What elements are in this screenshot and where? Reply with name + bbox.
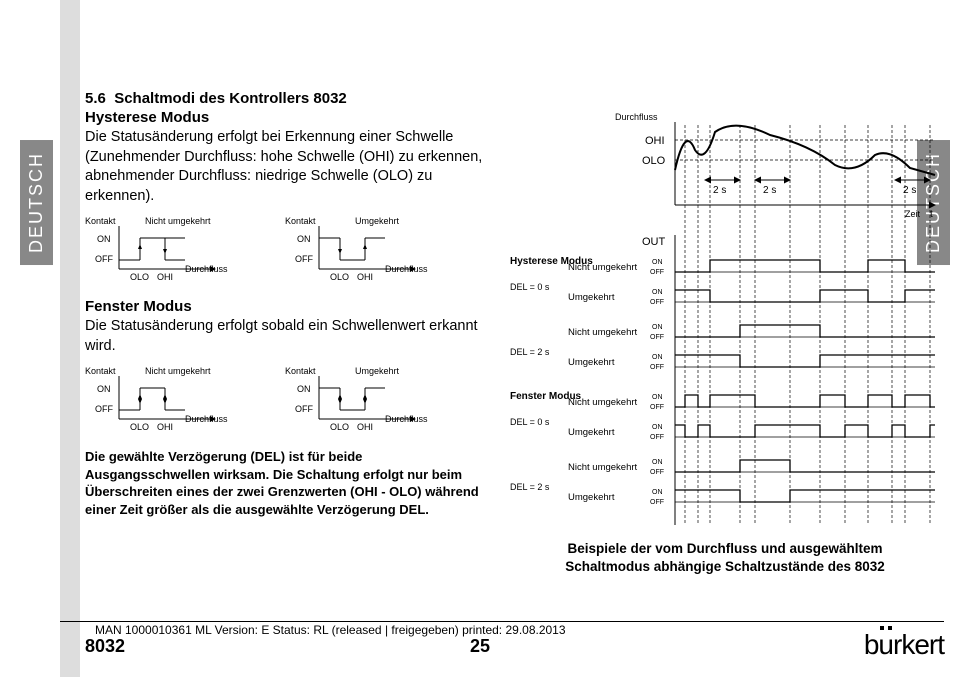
svg-text:Kontakt: Kontakt	[85, 366, 116, 376]
delay-note: Die gewählte Verzögerung (DEL) ist für b…	[85, 448, 485, 518]
label-kontakt: Kontakt	[85, 216, 116, 226]
svg-text:ON: ON	[97, 384, 111, 394]
fenster-text: Die Statusänderung erfolgt sobald ein Sc…	[85, 317, 485, 356]
svg-text:OLO: OLO	[130, 422, 149, 432]
svg-text:Umgekehrt: Umgekehrt	[568, 292, 615, 303]
svg-text:OHI: OHI	[157, 422, 173, 432]
svg-text:OFF: OFF	[650, 334, 664, 341]
svg-text:Umgekehrt: Umgekehrt	[355, 366, 400, 376]
margin-strip	[60, 0, 80, 677]
svg-text:ON: ON	[652, 394, 663, 401]
hysterese-text: Die Statusänderung erfolgt bei Erkennung…	[85, 128, 485, 206]
svg-text:Nicht umgekehrt: Nicht umgekehrt	[568, 462, 638, 473]
svg-text:Durchfluss: Durchfluss	[185, 264, 228, 274]
svg-text:Umgekehrt: Umgekehrt	[568, 427, 615, 438]
brand-logo: burkert	[864, 629, 944, 661]
mini-diagram-hyst-2: Kontakt Umgekehrt ON OFF OLO OHI Durchfl…	[285, 214, 445, 284]
svg-text:OFF: OFF	[650, 434, 664, 441]
svg-text:Nicht umgekehrt: Nicht umgekehrt	[568, 262, 638, 273]
svg-text:ON: ON	[97, 234, 111, 244]
svg-text:OFF: OFF	[295, 404, 313, 414]
svg-text:ON: ON	[652, 459, 663, 466]
svg-text:DEL = 0 s: DEL = 0 s	[510, 417, 550, 427]
svg-text:Kontakt: Kontakt	[285, 216, 316, 226]
svg-text:OFF: OFF	[650, 469, 664, 476]
svg-text:OFF: OFF	[650, 404, 664, 411]
label-durchfluss-axis: Durchfluss	[615, 112, 658, 122]
svg-text:Zeit: Zeit	[905, 209, 921, 219]
footer-model: 8032	[85, 636, 125, 657]
svg-text:OLO: OLO	[130, 272, 149, 282]
svg-text:Nicht umgekehrt: Nicht umgekehrt	[568, 327, 638, 338]
figure-caption: Beispiele der vom Durchfluss und ausgewä…	[540, 540, 910, 575]
svg-text:Durchfluss: Durchfluss	[185, 414, 228, 424]
section-number: 5.6	[85, 90, 106, 107]
svg-text:OUT: OUT	[642, 236, 666, 248]
svg-text:OFF: OFF	[295, 254, 313, 264]
svg-text:OFF: OFF	[650, 499, 664, 506]
svg-text:Umgekehrt: Umgekehrt	[568, 357, 615, 368]
footer-page: 25	[470, 636, 490, 657]
svg-text:OFF: OFF	[95, 404, 113, 414]
footer-meta: MAN 1000010361 ML Version: E Status: RL …	[95, 623, 566, 637]
svg-text:ON: ON	[652, 354, 663, 361]
fenster-mini-diagrams: Kontakt Nicht umgekehrt ON OFF OLO OHI D…	[85, 364, 485, 434]
timing-figure: Durchfluss OHI OLO 2 s 2 s 2 s Zeit t	[510, 110, 940, 535]
svg-text:OHI: OHI	[357, 422, 373, 432]
svg-text:ON: ON	[652, 289, 663, 296]
svg-text:Durchfluss: Durchfluss	[385, 414, 428, 424]
label-nicht-umgekehrt: Nicht umgekehrt	[145, 216, 211, 226]
svg-text:OFF: OFF	[650, 269, 664, 276]
svg-text:OLO: OLO	[330, 422, 349, 432]
footer-divider	[60, 621, 944, 622]
hysterese-mini-diagrams: Kontakt Nicht umgekehrt ON OFF OLO OHI D…	[85, 214, 485, 284]
svg-text:OLO: OLO	[330, 272, 349, 282]
svg-text:ON: ON	[652, 324, 663, 331]
svg-text:ON: ON	[652, 259, 663, 266]
mini-diagram-fenster-2: Kontakt Umgekehrt ON OFF OLO OHI Durchfl…	[285, 364, 445, 434]
main-text-column: 5.6 Schaltmodi des Kontrollers 8032 Hyst…	[85, 90, 485, 519]
svg-text:Umgekehrt: Umgekehrt	[355, 216, 400, 226]
fenster-heading: Fenster Modus	[85, 298, 485, 315]
svg-text:OHI: OHI	[157, 272, 173, 282]
svg-text:DEL = 2 s: DEL = 2 s	[510, 347, 550, 357]
mini-diagram-fenster-1: Kontakt Nicht umgekehrt ON OFF OLO OHI D…	[85, 364, 245, 434]
svg-text:Kontakt: Kontakt	[285, 366, 316, 376]
section-heading: 5.6 Schaltmodi des Kontrollers 8032	[85, 90, 485, 107]
svg-text:ON: ON	[652, 489, 663, 496]
svg-text:Nicht umgekehrt: Nicht umgekehrt	[145, 366, 211, 376]
hysterese-heading: Hysterese Modus	[85, 109, 485, 126]
svg-text:OHI: OHI	[645, 135, 665, 147]
side-tab-left: DEUTSCH	[20, 140, 53, 265]
svg-text:ON: ON	[297, 234, 311, 244]
svg-text:t: t	[930, 209, 933, 220]
svg-text:ON: ON	[297, 384, 311, 394]
svg-text:ON: ON	[652, 424, 663, 431]
svg-text:DEL = 2 s: DEL = 2 s	[510, 482, 550, 492]
svg-text:OFF: OFF	[650, 299, 664, 306]
svg-text:Nicht umgekehrt: Nicht umgekehrt	[568, 397, 638, 408]
svg-text:2 s: 2 s	[713, 185, 726, 196]
mini-diagram-hyst-1: Kontakt Nicht umgekehrt ON OFF OLO OHI D…	[85, 214, 245, 284]
svg-text:Durchfluss: Durchfluss	[385, 264, 428, 274]
svg-text:OFF: OFF	[650, 364, 664, 371]
svg-text:2 s: 2 s	[763, 185, 776, 196]
svg-text:OLO: OLO	[642, 155, 666, 167]
svg-text:OFF: OFF	[95, 254, 113, 264]
section-title-text: Schaltmodi des Kontrollers 8032	[114, 90, 347, 107]
svg-text:DEL = 0 s: DEL = 0 s	[510, 282, 550, 292]
svg-text:Umgekehrt: Umgekehrt	[568, 492, 615, 503]
svg-text:OHI: OHI	[357, 272, 373, 282]
